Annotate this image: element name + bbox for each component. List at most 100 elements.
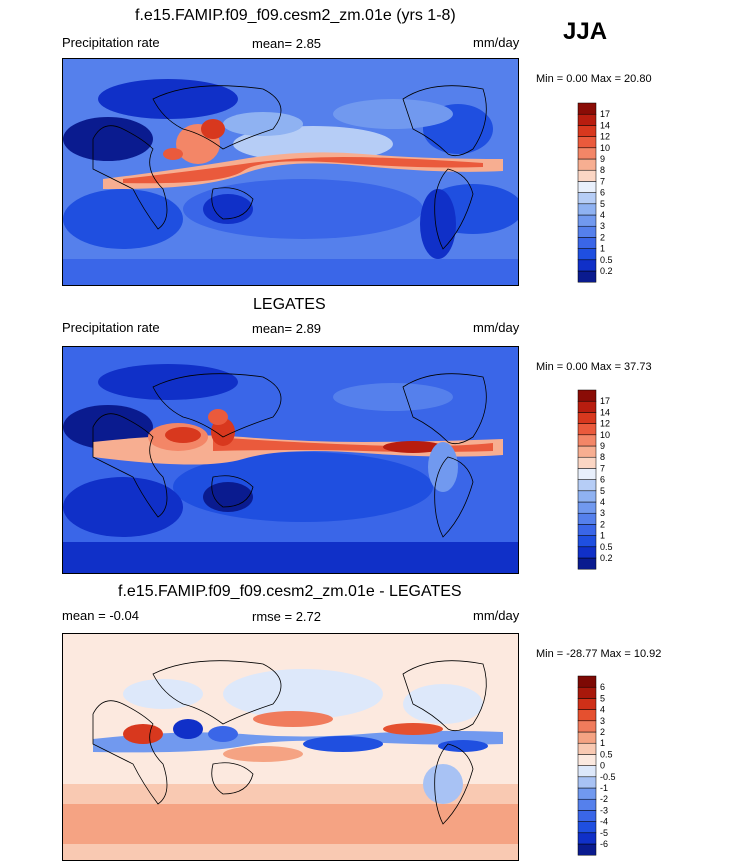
panel1-colorbar-tick-label: 4: [600, 210, 605, 220]
panel3-colorbar-tick-label: 3: [600, 716, 605, 726]
panel2-colorbar-tick-label: 8: [600, 452, 605, 462]
panel3-colorbar-box: [577, 821, 597, 834]
panel1-colorbar-box: [577, 113, 597, 126]
panel2-colorbar-tick-label: 17: [600, 396, 610, 406]
panel1-colorbar-tick-label: 1: [600, 244, 605, 254]
panel1-colorbar-box: [577, 158, 597, 171]
panel1-colorbar-tick-label: 2: [600, 232, 605, 242]
panel2-colorbar-box: [577, 546, 597, 559]
panel1-colorbar-tick-label: 8: [600, 165, 605, 175]
panel2-minmax: Min = 0.00 Max = 37.73: [536, 361, 652, 373]
panel2-colorbar-tick-label: 3: [600, 508, 605, 518]
panel1-mean-label: mean= 2.85: [252, 36, 322, 51]
panel3-mean-label: mean = -0.04: [62, 608, 139, 623]
panel3-colorbar-box: [577, 698, 597, 710]
panel2-colorbar-tick-label: 2: [600, 519, 605, 529]
panel1-colorbar-box: [577, 181, 597, 193]
panel1-colorbar-tick-label: 17: [600, 109, 610, 119]
panel1-colorbar-tick-label: 5: [600, 199, 605, 209]
panel1-colorbar-tick-label: 14: [600, 120, 610, 130]
panel3-colorbar-box: [577, 754, 597, 766]
panel3-colorbar-box: [577, 720, 597, 733]
panel2-colorbar-box: [577, 501, 597, 514]
panel3-colorbar-tick-label: -5: [600, 828, 608, 838]
panel3-colorbar-box: [577, 675, 597, 688]
panel1-colorbar: 0.2 0.5 1 2 3 4 5 6 7 8 9 10 12 14 17: [577, 102, 618, 285]
panel1-colorbar-box: [577, 203, 597, 216]
panel1-units-label: mm/day: [473, 35, 520, 50]
panel3-colorbar-tick-label: -3: [600, 805, 608, 815]
panel1-colorbar-tick-label: 3: [600, 221, 605, 231]
panel1-colorbar-box: [577, 237, 597, 249]
panel2-colorbar-tick-label: 9: [600, 441, 605, 451]
panel1-colorbar-tick-label: 6: [600, 188, 605, 198]
panel1-variable-label: Precipitation rate: [62, 35, 160, 50]
panel2-colorbar-box: [577, 423, 597, 436]
panel1-colorbar-box: [577, 102, 597, 115]
panel3-map: [62, 633, 519, 861]
panel3-minmax: Min = -28.77 Max = 10.92: [536, 648, 662, 660]
panel3-colorbar-tick-label: 1: [600, 738, 605, 748]
panel2-colorbar-box: [577, 400, 597, 413]
panel1-colorbar-tick-label: 10: [600, 143, 610, 153]
panel3-colorbar-box: [577, 742, 597, 755]
panel1-colorbar-box: [577, 259, 597, 272]
panel2-colorbar-box: [577, 445, 597, 458]
panel2-colorbar-box: [577, 434, 597, 447]
panel2-colorbar-box: [577, 490, 597, 503]
panel3-rmse-label: rmse = 2.72: [252, 609, 322, 624]
panel2-colorbar-tick-label: 1: [600, 531, 605, 541]
panel1-colorbar-box: [577, 248, 597, 261]
panel3-colorbar-tick-label: 6: [600, 682, 605, 692]
panel3-units-label: mm/day: [473, 608, 520, 623]
panel1-map-svg: [63, 59, 518, 285]
panel1-colorbar-box: [577, 192, 597, 205]
panel2-colorbar-tick-label: 5: [600, 486, 605, 496]
panel3-colorbar-tick-label: -4: [600, 817, 608, 827]
panel3-colorbar-tick-label: -0.5: [600, 772, 616, 782]
panel2-mean-label: mean= 2.89: [252, 321, 322, 336]
panel1-colorbar-box: [577, 169, 597, 182]
panel2-units-label: mm/day: [473, 320, 520, 335]
panel1-colorbar-box: [577, 225, 597, 238]
panel2-title: LEGATES: [253, 296, 326, 313]
panel2-colorbar-box: [577, 389, 597, 402]
panel2-colorbar-box: [577, 468, 597, 480]
panel2-colorbar-tick-label: 4: [600, 497, 605, 507]
panel3-colorbar-tick-label: -1: [600, 783, 608, 793]
panel3-colorbar-box: [577, 787, 597, 800]
panel2-colorbar-tick-label: 14: [600, 407, 610, 417]
panel3-colorbar-tick-label: 5: [600, 693, 605, 703]
panel3-colorbar-box: [577, 731, 597, 744]
panel2-colorbar-tick-label: 12: [600, 419, 610, 429]
panel1-title: f.e15.FAMIP.f09_f09.cesm2_zm.01e (yrs 1-…: [135, 7, 456, 24]
panel3-colorbar-box: [577, 810, 597, 822]
panel3-colorbar-tick-label: 0.5: [600, 749, 613, 759]
panel3-colorbar-box: [577, 843, 597, 856]
panel1-minmax: Min = 0.00 Max = 20.80: [536, 73, 652, 85]
panel1-colorbar-box: [577, 136, 597, 149]
panel2-colorbar-box: [577, 512, 597, 525]
panel3-colorbar-box: [577, 776, 597, 789]
panel3-colorbar-tick-label: 2: [600, 727, 605, 737]
panel3-colorbar-box: [577, 832, 597, 845]
panel1-colorbar-tick-label: 7: [600, 176, 605, 186]
panel2-variable-label: Precipitation rate: [62, 320, 160, 335]
panel2-colorbar-box: [577, 535, 597, 548]
panel1-colorbar-tick-label: 12: [600, 132, 610, 142]
panel2-colorbar-tick-label: 10: [600, 430, 610, 440]
panel2-colorbar-box: [577, 412, 597, 424]
panel1-colorbar-box: [577, 270, 597, 283]
panel2-colorbar-tick-label: 0.5: [600, 542, 613, 552]
panel2-colorbar-box: [577, 557, 597, 570]
panel1-colorbar-tick-label: 0.2: [600, 266, 613, 276]
panel2-colorbar-tick-label: 6: [600, 475, 605, 485]
panel3-colorbar-tick-label: -2: [600, 794, 608, 804]
panel2-colorbar-box: [577, 456, 597, 469]
panel1-colorbar-tick-label: 9: [600, 154, 605, 164]
panel3-colorbar-tick-label: 4: [600, 705, 605, 715]
panel1-colorbar-tick-label: 0.5: [600, 255, 613, 265]
panel3-colorbar: -6 -5 -4 -3 -2 -1 -0.5 0 0.5 1 2 3 4 5 6: [577, 675, 618, 858]
